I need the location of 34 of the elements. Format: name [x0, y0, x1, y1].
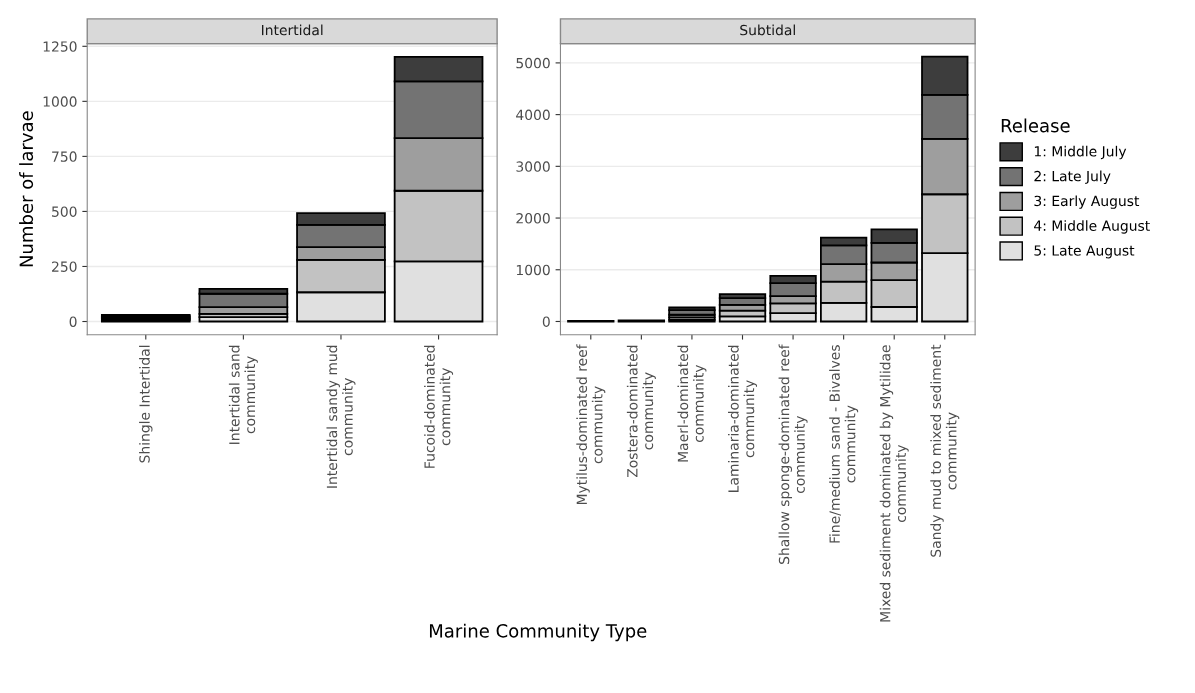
x-tick-label: Zostera-dominated community — [626, 345, 656, 478]
y-tick-label: 3000 — [516, 161, 550, 172]
y-tick-label: 250 — [52, 261, 77, 272]
x-tick-label: Laminaria-dominated community — [728, 345, 757, 492]
y-axis-title: Number of larvae — [19, 111, 34, 267]
y-tick-label: 1000 — [516, 264, 550, 276]
y-tick-label: 0 — [542, 316, 550, 327]
y-tick-label: 2000 — [516, 213, 550, 224]
y-tick-label: 500 — [52, 206, 77, 217]
y-tick-label: 4000 — [516, 109, 550, 121]
x-tick-label: Fucoid-dominated community — [424, 345, 454, 468]
legend-label: 2: Late July — [1034, 170, 1111, 185]
x-tick-label: Intertidal sandy mud community — [326, 345, 356, 488]
x-tick-label: Shallow sponge-dominated reef community — [778, 344, 808, 564]
legend-label: 5: Late August — [1034, 245, 1135, 259]
x-tick-label: Fine/medium sand - Bivalves community — [829, 345, 859, 543]
x-tick-label: Mytilus-dominated reef community — [576, 344, 606, 505]
chart-title: Subtidal — [740, 24, 795, 36]
x-axis-title: Marine Community Type — [429, 623, 647, 642]
legend-label: 4: Middle August — [1034, 220, 1150, 234]
x-tick-label: Sandy mud to mixed sediment community — [930, 344, 960, 557]
legend-label: 1: Middle July — [1034, 145, 1127, 160]
x-tick-label: Maerl-dominated community — [677, 345, 707, 462]
x-tick-label: Intertidal sand community — [228, 345, 258, 444]
y-tick-label: 1000 — [43, 96, 77, 107]
y-tick-label: 750 — [52, 151, 77, 162]
y-tick-label: 0 — [69, 316, 77, 327]
legend-label: 3: Early August — [1034, 195, 1140, 209]
legend-title: Release — [1001, 118, 1070, 133]
x-tick-label: Mixed sediment dominated by Mytilidae community — [879, 345, 909, 622]
x-tick-label: Shingle Intertidal — [139, 345, 153, 463]
y-tick-label: 1250 — [43, 41, 77, 52]
y-tick-label: 5000 — [516, 57, 550, 69]
chart-title: Intertidal — [262, 24, 323, 36]
